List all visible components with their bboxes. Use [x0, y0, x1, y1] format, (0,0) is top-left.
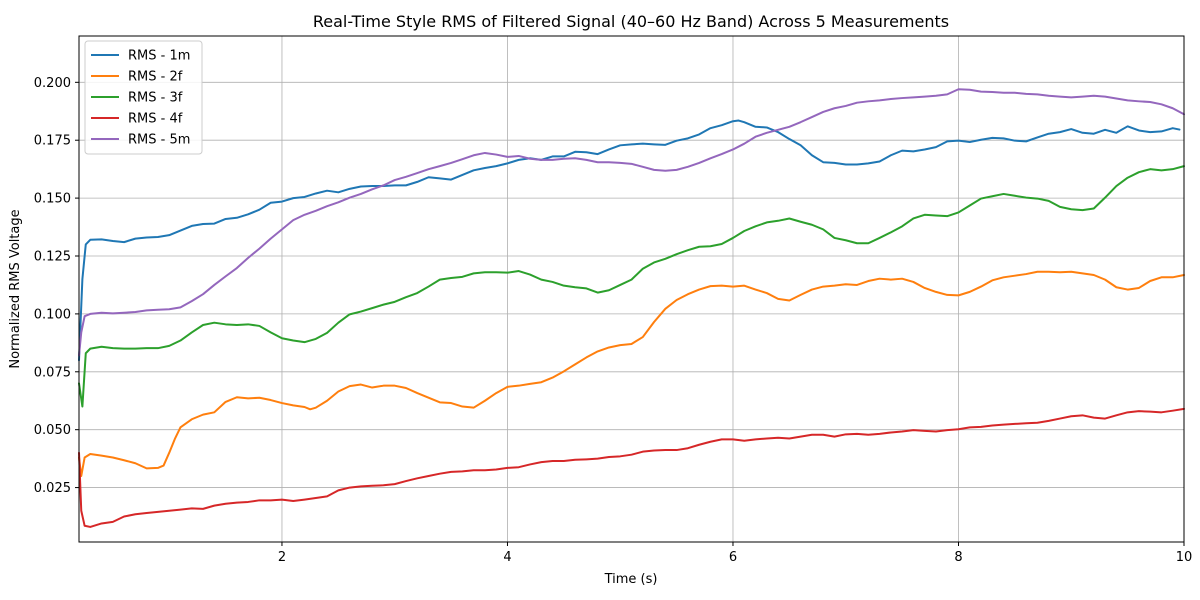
grid-lines — [79, 36, 1185, 542]
x-tick-label: 4 — [503, 550, 511, 565]
y-axis-ticks: 0.025 0.050 0.075 0.100 0.125 0.150 0.175 0.200 — [34, 76, 79, 496]
legend: RMS - 1m RMS - 2f RMS - 3f RMS - 4f RMS - 5m — [84, 40, 203, 155]
series-lines — [78, 88, 1185, 528]
y-tick-label: 0.025 — [34, 481, 71, 496]
y-tick-label: 0.150 — [34, 192, 71, 207]
y-tick-label: 0.075 — [34, 365, 71, 380]
legend-entry-label: RMS - 4f — [128, 112, 183, 127]
x-tick-label: 2 — [278, 550, 286, 565]
legend-entry-label: RMS - 1m — [128, 49, 190, 64]
chart-title: Real-Time Style RMS of Filtered Signal (… — [313, 12, 949, 31]
series-line-3 — [78, 165, 1185, 408]
legend-entry-label: RMS - 3f — [128, 91, 183, 106]
legend-box — [84, 40, 203, 155]
x-tick-label: 6 — [729, 550, 737, 565]
y-tick-label: 0.050 — [34, 423, 71, 438]
x-tick-label: 8 — [954, 550, 962, 565]
x-axis-label: Time (s) — [604, 572, 658, 587]
x-axis-ticks: 2 4 6 8 10 — [278, 542, 1192, 565]
y-tick-label: 0.100 — [34, 307, 71, 322]
x-tick-label: 10 — [1176, 550, 1193, 565]
series-line-5 — [78, 88, 1185, 357]
series-line-2 — [78, 270, 1185, 477]
legend-entry-label: RMS - 2f — [128, 70, 183, 85]
series-line-4 — [78, 407, 1185, 528]
y-tick-label: 0.175 — [34, 134, 71, 149]
y-tick-label: 0.125 — [34, 250, 71, 265]
legend-entry-label: RMS - 5m — [128, 133, 190, 148]
series-line-1 — [78, 119, 1181, 362]
y-axis-label: Normalized RMS Voltage — [8, 209, 23, 368]
plot-area-frame — [78, 35, 1185, 543]
y-tick-label: 0.200 — [34, 76, 71, 91]
